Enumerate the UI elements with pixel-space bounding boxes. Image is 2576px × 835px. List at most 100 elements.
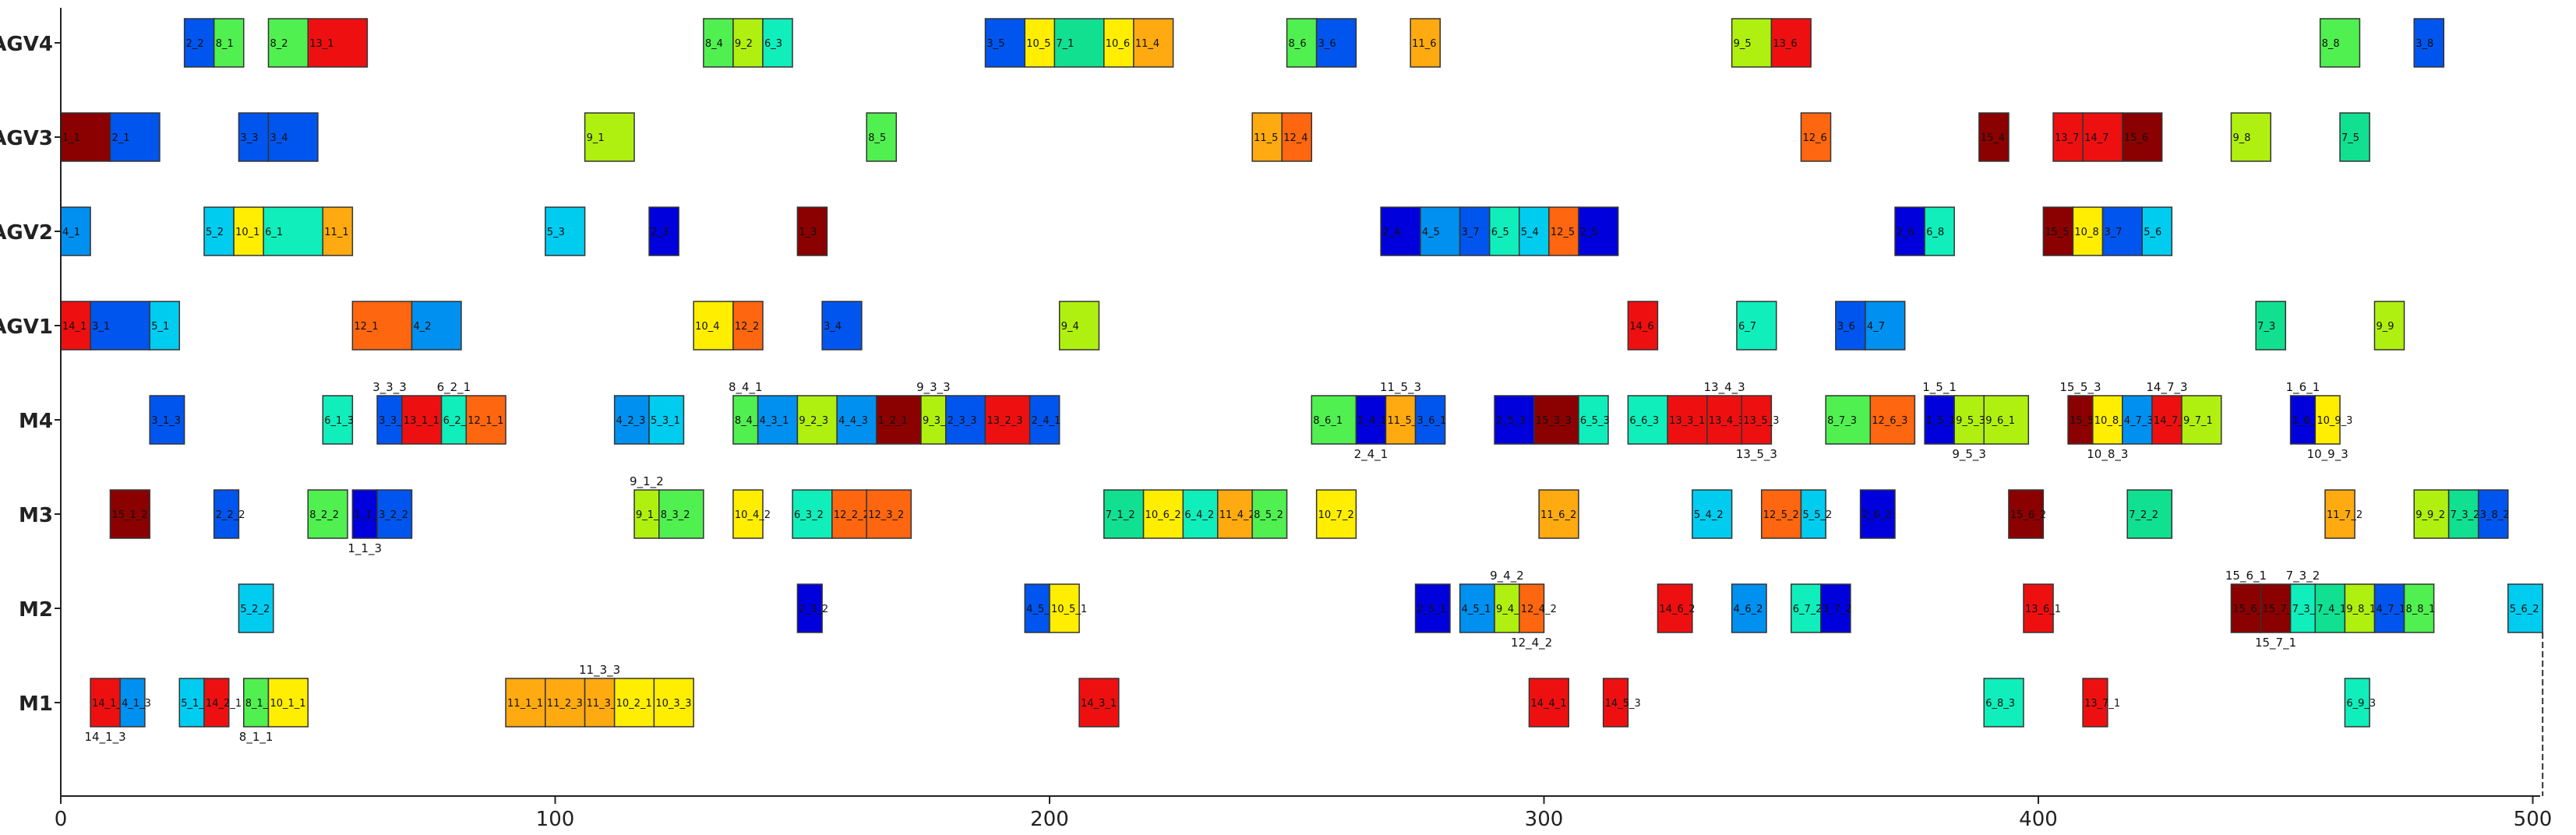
task-bar-m4-12_1_1: 12_1_1 <box>465 395 506 445</box>
task-rect <box>1414 583 1451 633</box>
task-rect <box>1029 395 1060 445</box>
task-label: 6_8_3 <box>1985 698 2015 710</box>
task-rect <box>307 18 369 68</box>
task-label: 5_6 <box>2144 227 2161 238</box>
task-bar-m3-5_5_2: 5_5_2 <box>1800 489 1832 539</box>
task-label: 10_1 <box>235 227 259 238</box>
task-rect <box>1410 18 1442 68</box>
task-label: 2_6 <box>1897 227 1914 238</box>
task-bar-agv2-1_3: 1_3 <box>796 206 828 256</box>
task-rect <box>213 489 240 539</box>
task-label: 2_4_1 <box>1032 415 1061 427</box>
task-label: 11_4_2 <box>1219 509 1255 521</box>
task-bar-agv2-3_7: 3_7 <box>2101 206 2143 256</box>
task-rect <box>1053 18 1105 68</box>
task-rect <box>2413 489 2450 539</box>
task-label: 8_6_1 <box>1313 415 1343 427</box>
task-rect <box>1627 395 1668 445</box>
task-bar-m2-2_5_1: 2_5_1 <box>1414 583 1451 633</box>
task-label: 5_6_2 <box>2510 604 2539 615</box>
task-label: 10_1_1 <box>270 698 305 710</box>
task-bar-m4-6_6_3: 6_6_3 <box>1627 395 1668 445</box>
task-rect <box>732 489 764 539</box>
task-bar-m1-11_3_3: 11_3_3 11_3_3 <box>579 663 623 728</box>
task-rect <box>2289 395 2317 445</box>
task-note: 10_8_3 <box>2087 447 2128 462</box>
task-label: 9_9 <box>2376 321 2394 333</box>
task-label: 3_2_2 <box>379 509 408 521</box>
task-rect <box>149 395 185 445</box>
task-note: 9_5_3 <box>1952 447 1986 462</box>
task-bar-agv4-8_2: 8_2 <box>267 18 309 68</box>
task-bar-agv4-3_6: 3_6 <box>1315 18 1357 68</box>
task-rect <box>376 489 413 539</box>
task-rect <box>1706 395 1743 445</box>
task-rect <box>762 18 793 68</box>
task-label: 15_6_1 <box>2232 604 2268 615</box>
task-rect <box>109 112 161 162</box>
task-rect <box>1667 395 1708 445</box>
task-label: 10_8 <box>2074 227 2098 238</box>
task-label: 7_2_2 <box>2129 509 2158 521</box>
task-bar-agv1-10_4: 10_4 <box>693 301 734 351</box>
task-rect <box>920 395 947 445</box>
task-bar-m4-4_3_1: 4_3_1 <box>757 395 799 445</box>
task-bar-agv1-7_3: 7_3 <box>2255 301 2286 351</box>
task-bar-m4-2_4_1: 2_4_1 <box>1029 395 1061 445</box>
task-note: 11_5_3 <box>1380 380 1421 395</box>
task-rect <box>1355 395 1387 445</box>
task-rect <box>1049 583 1080 633</box>
task-label: 15_7_1 <box>2263 604 2299 615</box>
task-bar-agv1-14_6: 14_6 <box>1627 301 1659 351</box>
task-bar-agv4-11_6: 11_6 <box>1410 18 1442 68</box>
task-label: 4_2_3 <box>616 415 646 427</box>
task-rect <box>1494 583 1520 633</box>
task-rect <box>732 301 764 351</box>
task-rect <box>796 395 838 445</box>
task-label: 6_6_3 <box>1629 415 1659 427</box>
task-rect <box>1835 301 1866 351</box>
task-label: 11_2_3 <box>547 698 583 710</box>
task-rect <box>984 18 1026 68</box>
task-rect <box>233 206 264 256</box>
task-bar-agv2-3_7: 3_7 <box>1459 206 1491 256</box>
task-rect <box>60 301 91 351</box>
task-bar-m4-13_4_3: 13_4_3 13_4_3 <box>1703 380 1745 445</box>
task-label: 6_4_2 <box>1184 509 1214 521</box>
task-rect <box>322 206 354 256</box>
task-rect <box>60 112 111 162</box>
task-note: 14_7_3 <box>2146 380 2187 395</box>
task-rect <box>2230 112 2271 162</box>
task-bar-m3-7_2_2: 7_2_2 <box>2126 489 2173 539</box>
task-label: 8_8 <box>2322 38 2340 50</box>
task-rect <box>178 678 205 728</box>
task-label: 2_4_1 <box>1357 415 1387 427</box>
task-bar-m4-10_9_3: 10_9_3 10_9_3 <box>2307 395 2352 462</box>
task-rect <box>653 678 694 728</box>
task-rect <box>322 395 354 445</box>
task-rect <box>1602 678 1629 728</box>
task-rect <box>1800 489 1826 539</box>
task-bar-agv2-5_3: 5_3 <box>545 206 586 256</box>
task-label: 2_3_3 <box>947 415 977 427</box>
task-label: 9_5_3 <box>1956 415 1985 427</box>
task-note: 8_4_1 <box>729 380 763 395</box>
task-label: 11_6 <box>1412 38 1436 50</box>
task-rect <box>2126 489 2173 539</box>
task-rect <box>90 301 150 351</box>
task-bar-m4-15_3_3: 15_3_3 <box>1533 395 1579 445</box>
task-label: 8_2 <box>270 38 288 50</box>
task-rect <box>866 489 912 539</box>
task-bar-m3-9_1_2: 9_1_2 9_1_2 <box>630 474 665 539</box>
task-label: 13_2_3 <box>987 415 1023 427</box>
task-label: 10_7_2 <box>1318 509 1354 521</box>
task-label: 11_6_2 <box>1540 509 1576 521</box>
task-bar-m1-6_8_3: 6_8_3 <box>1983 678 2024 728</box>
task-label: 2_5_1 <box>1417 604 1447 615</box>
task-label: 11_1 <box>324 227 348 238</box>
task-bar-m2-4_7_1: 4_7_1 <box>2373 583 2405 633</box>
task-label: 11_1_1 <box>507 698 543 710</box>
task-bar-m3-15_1_2: 15_1_2 <box>109 489 150 539</box>
task-rect <box>2344 678 2370 728</box>
task-note: 15_7_1 <box>2255 636 2296 650</box>
